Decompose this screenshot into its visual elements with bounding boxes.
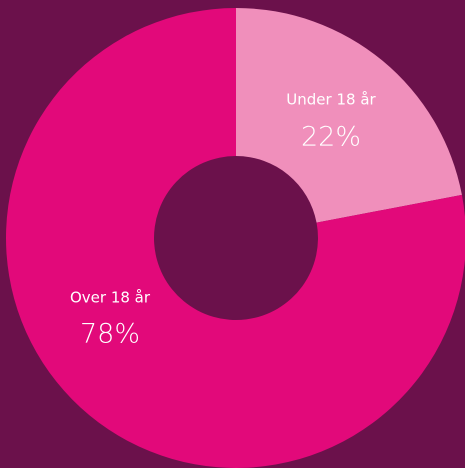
slice-name: Over 18 år — [70, 289, 151, 307]
slice-value: 22% — [301, 122, 361, 153]
slice-name: Under 18 år — [286, 91, 376, 109]
slice-value: 78% — [80, 319, 140, 350]
donut-slice — [236, 8, 462, 223]
donut-slice — [6, 8, 465, 468]
